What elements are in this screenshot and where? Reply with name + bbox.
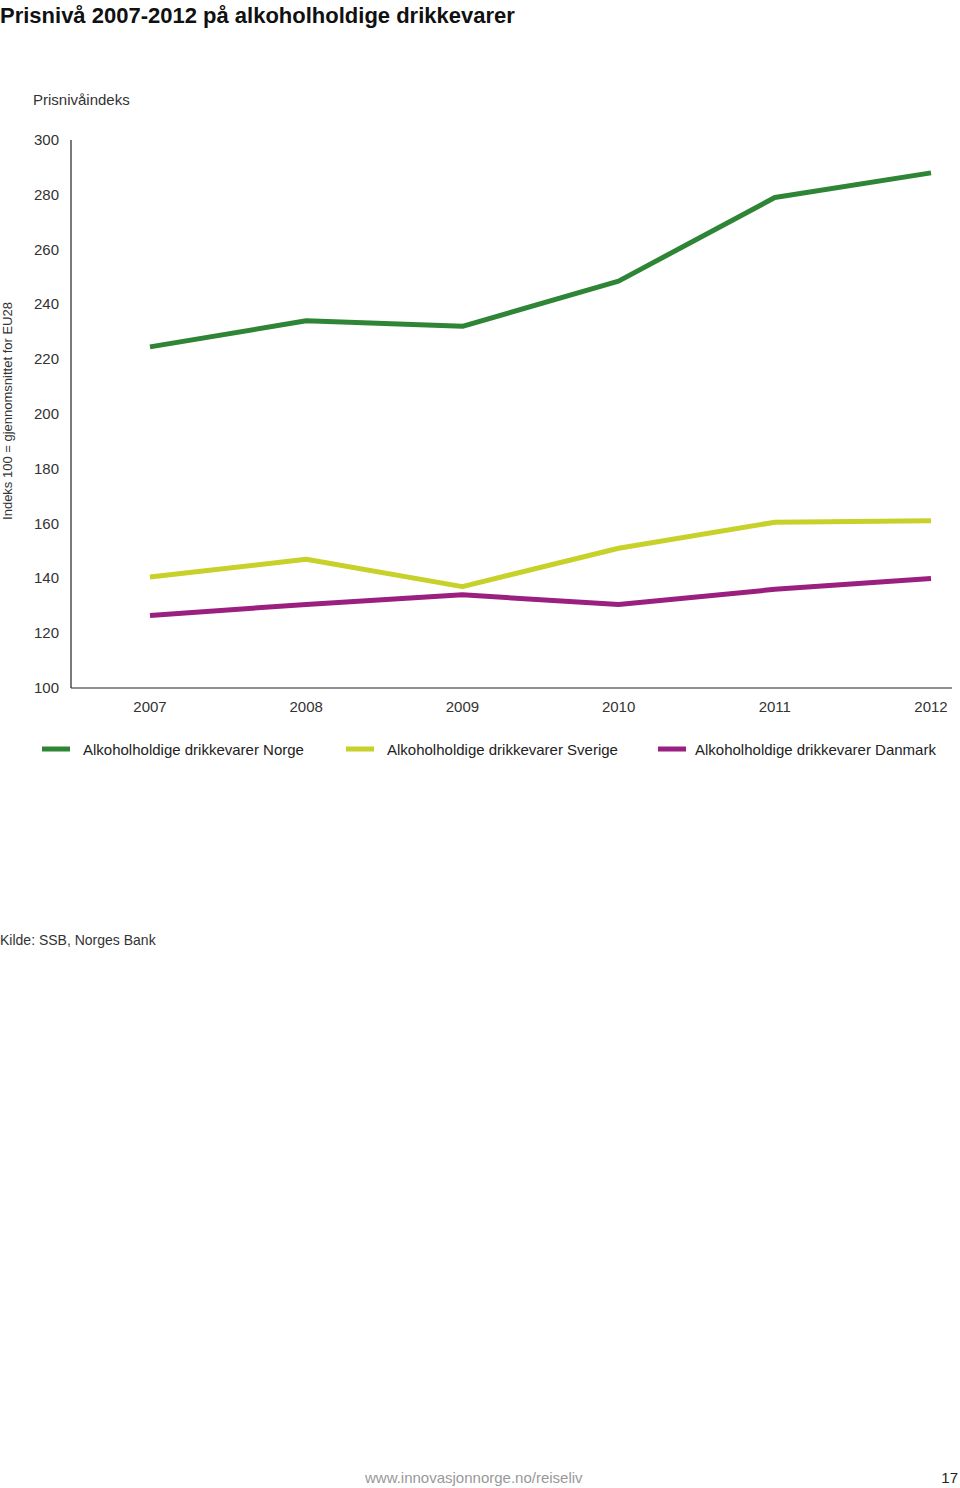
x-tick-label: 2009: [446, 698, 479, 715]
y-axis-label: Indeks 100 = gjennomsnittet for EU28: [0, 302, 15, 520]
y-tick-label: 240: [34, 295, 59, 312]
x-tick-label: 2007: [133, 698, 166, 715]
y-tick-label: 260: [34, 241, 59, 258]
y-tick-label: 100: [34, 679, 59, 696]
footer-url: www.innovasjonnorge.no/reiseliv: [364, 1469, 583, 1486]
plot-area: [150, 173, 931, 616]
legend-label: Alkoholholdige drikkevarer Sverige: [387, 741, 618, 758]
y-tick-label: 220: [34, 350, 59, 367]
y-tick-label: 280: [34, 186, 59, 203]
x-axis: [71, 687, 952, 688]
y-tick-label: 120: [34, 624, 59, 641]
legend-swatch: [658, 747, 686, 752]
series-line: [150, 578, 931, 615]
x-tick-label: 2012: [914, 698, 947, 715]
y-axis: [70, 140, 71, 688]
y-tick-label: 180: [34, 460, 59, 477]
y-tick-label: 300: [34, 131, 59, 148]
x-tick-label: 2011: [759, 698, 791, 715]
page-number: 17: [941, 1469, 958, 1486]
series-line: [150, 173, 931, 347]
y-tick-label: 160: [34, 515, 59, 532]
title: Prisnivå 2007-2012 på alkoholholdige dri…: [0, 3, 515, 28]
subtitle: Prisnivåindeks: [33, 91, 130, 108]
y-tick-label: 140: [34, 569, 59, 586]
legend-label: Alkoholholdige drikkevarer Danmark: [695, 741, 936, 758]
source: Kilde: SSB, Norges Bank: [0, 932, 157, 948]
legend-swatch: [42, 747, 70, 752]
x-tick-label: 2010: [602, 698, 635, 715]
legend-label: Alkoholholdige drikkevarer Norge: [83, 741, 304, 758]
series-line: [150, 521, 931, 587]
y-tick-label: 200: [34, 405, 59, 422]
chart: Prisnivå 2007-2012 på alkoholholdige dri…: [0, 0, 960, 1488]
legend-swatch: [346, 747, 374, 752]
x-tick-label: 2008: [290, 698, 323, 715]
